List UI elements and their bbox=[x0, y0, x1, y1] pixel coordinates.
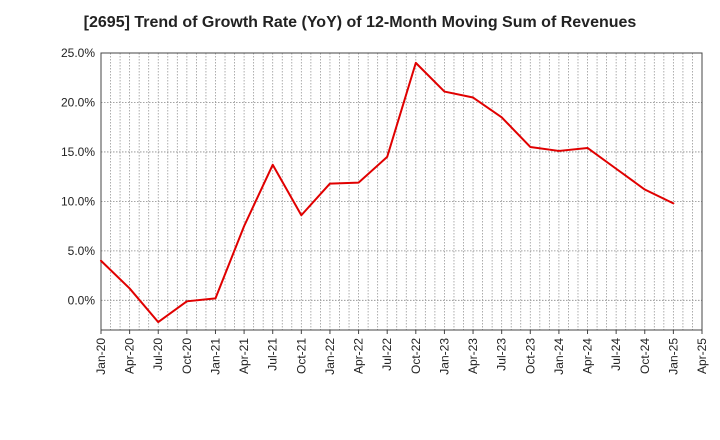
x-tick-label: Oct-21 bbox=[294, 338, 308, 374]
x-tick-label: Apr-21 bbox=[237, 338, 251, 374]
x-tick-label: Oct-23 bbox=[523, 338, 537, 374]
x-tick-label: Oct-24 bbox=[638, 338, 652, 374]
y-tick-label: 10.0% bbox=[61, 194, 95, 208]
grid-layer bbox=[100, 52, 703, 330]
x-tick-label: Jan-24 bbox=[552, 338, 566, 375]
x-tick-label: Apr-20 bbox=[123, 338, 137, 374]
x-tick-label: Jul-23 bbox=[495, 338, 509, 371]
x-tick-label: Oct-22 bbox=[409, 338, 423, 374]
x-tick-label: Jul-20 bbox=[151, 338, 165, 371]
y-tick-label: 5.0% bbox=[68, 244, 96, 258]
y-tick-label: 25.0% bbox=[61, 46, 95, 60]
x-tick-label: Apr-24 bbox=[581, 338, 595, 374]
plot-area bbox=[101, 53, 702, 330]
y-tick-label: 15.0% bbox=[61, 145, 95, 159]
y-tick-label: 20.0% bbox=[61, 95, 95, 109]
axis-layer: 0.0% 5.0% 10.0% 15.0% 20.0% 25.0% Jan-20 Apr-20… bbox=[61, 46, 709, 375]
x-tick-label: Jan-22 bbox=[323, 338, 337, 375]
x-tick-label: Jul-24 bbox=[609, 338, 623, 371]
x-tick-label: Apr-23 bbox=[466, 338, 480, 374]
x-tick-label: Apr-25 bbox=[695, 338, 709, 374]
x-tick-label: Jan-21 bbox=[208, 338, 222, 375]
x-tick-label: Jan-20 bbox=[94, 338, 108, 375]
x-tick-label: Oct-20 bbox=[180, 338, 194, 374]
x-tick-label: Jan-25 bbox=[666, 338, 680, 375]
chart-title: [2695] Trend of Growth Rate (YoY) of 12-… bbox=[83, 14, 637, 31]
x-tick-label: Jul-22 bbox=[380, 338, 394, 371]
series-layer bbox=[100, 61, 675, 324]
y-tick-label: 0.0% bbox=[68, 293, 96, 307]
x-tick-label: Jul-21 bbox=[266, 338, 280, 371]
x-tick-label: Jan-23 bbox=[437, 338, 451, 375]
plot-border bbox=[100, 52, 703, 331]
x-tick-label: Apr-22 bbox=[352, 338, 366, 374]
